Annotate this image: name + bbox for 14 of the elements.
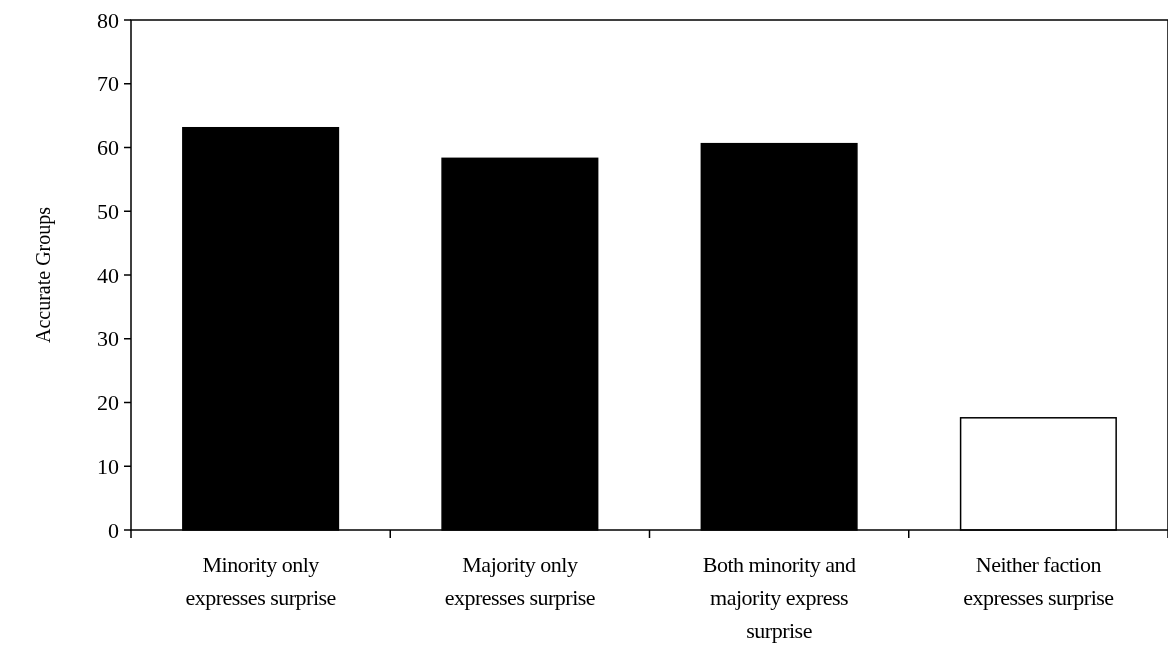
x-tick-label: Neither faction expresses surprise (963, 552, 1114, 610)
y-tick-label: 10 (97, 453, 119, 479)
y-tick-label: 40 (97, 262, 119, 288)
y-tick-label: 30 (97, 326, 119, 352)
y-tick-label: 80 (97, 7, 119, 33)
x-tick-label: Minority only expresses surprise (185, 552, 336, 610)
y-tick-label: 50 (97, 198, 119, 224)
y-axis-title: Accurate Groups (32, 206, 55, 344)
y-tick-label: 0 (108, 517, 119, 543)
x-tick-label: Majority only expresses surprise (444, 552, 596, 610)
y-tick-label: 60 (97, 135, 119, 161)
x-tick-label: Both minority and majority express surprise (702, 552, 857, 643)
y-tick-label: 20 (97, 390, 119, 416)
y-tick-label: 70 (97, 71, 119, 97)
